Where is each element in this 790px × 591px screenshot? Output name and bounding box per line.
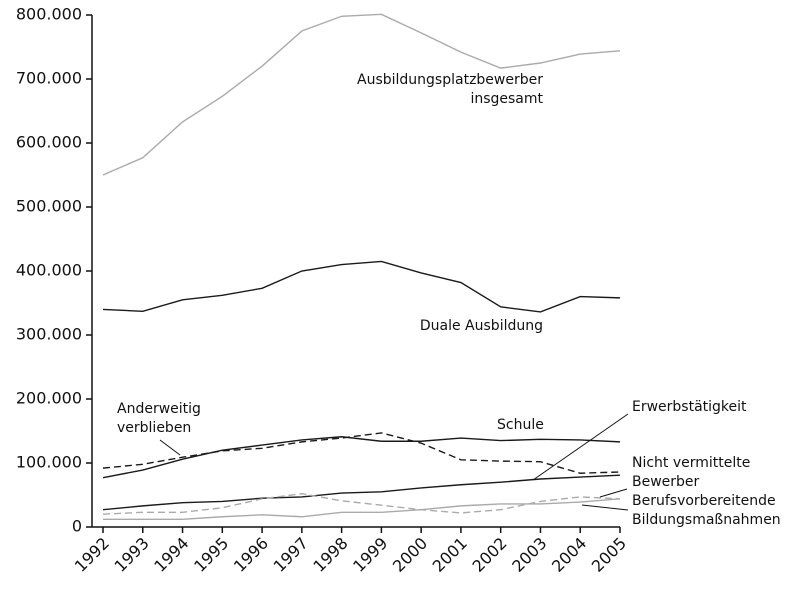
series-line [102, 436, 621, 479]
y-tick-label: 600.000 [16, 133, 82, 152]
leader-line [159, 439, 181, 456]
series-line [102, 260, 621, 313]
x-tick-label: 2001 [429, 534, 471, 576]
y-tick-label: 200.000 [16, 389, 82, 408]
series-label: Ausbildungsplatzbewerber insgesamt [357, 72, 544, 107]
series-label: Duale Ausbildung [420, 318, 543, 334]
y-tick-label: 700.000 [16, 69, 82, 88]
y-tick-label: 0 [72, 517, 82, 536]
x-tick-label: 1996 [230, 534, 272, 576]
series-line [103, 498, 621, 521]
x-tick-label: 2002 [468, 534, 510, 576]
x-tick-label: 1998 [309, 534, 351, 576]
y-tick-label: 800.000 [16, 5, 82, 24]
x-tick-label: 2005 [588, 534, 630, 576]
y-tick-label: 500.000 [16, 197, 82, 216]
series-label: Berufsvorbereitende Bildungsmaßnahmen [632, 493, 781, 528]
x-tick-label: 1999 [349, 534, 391, 576]
series-line [102, 13, 621, 176]
x-tick-label: 1992 [71, 534, 113, 576]
series-label: Anderweitig verblieben [117, 401, 201, 436]
y-tick-label: 100.000 [16, 453, 82, 472]
x-tick-label: 2004 [548, 534, 590, 576]
x-tick-label: 1994 [150, 534, 192, 576]
leader-line [532, 413, 629, 481]
leader-line [599, 488, 628, 498]
x-tick-label: 1993 [111, 534, 153, 576]
series-label: Nicht vermittelte Bewerber [632, 455, 750, 490]
y-tick-label: 400.000 [16, 261, 82, 280]
series-line [102, 493, 621, 515]
leader-line [581, 504, 629, 511]
x-tick-label: 2003 [508, 534, 550, 576]
x-tick-label: 1995 [190, 534, 232, 576]
x-tick-label: 2000 [389, 534, 431, 576]
series-label: Schule [497, 417, 544, 433]
series-label: Erwerbstätigkeit [632, 399, 747, 415]
y-tick-label: 300.000 [16, 325, 82, 344]
x-tick-label: 1997 [270, 534, 312, 576]
